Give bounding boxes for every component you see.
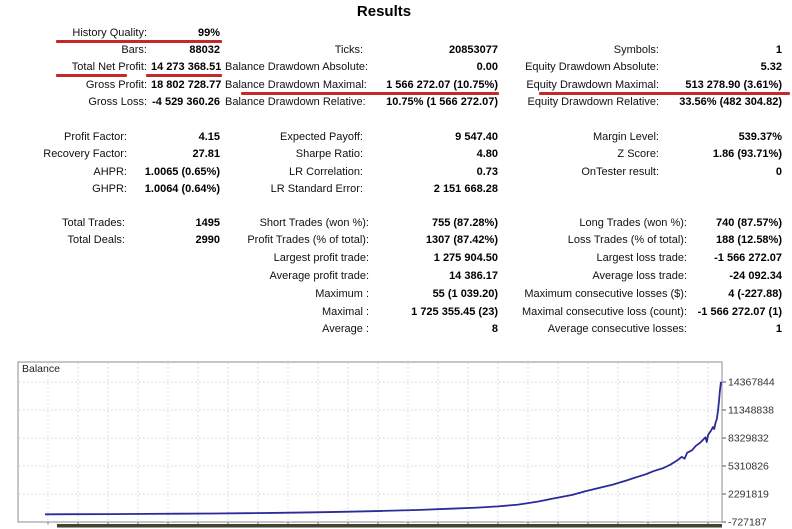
stat-value: -1 566 272.07 (1) <box>697 305 782 318</box>
stat-value: 18 802 728.77 <box>151 78 222 91</box>
stat-value: 14 273 368.51 <box>151 61 222 74</box>
stat-label: Symbols: <box>613 44 659 57</box>
stat-label: Average loss trade: <box>592 269 687 282</box>
stat-value: 188 (12.58%) <box>715 234 782 247</box>
y-axis-label: 11348838 <box>728 405 774 417</box>
stat-value: 33.56% (482 304.82) <box>679 95 782 108</box>
stat-label: Sharpe Ratio: <box>295 148 363 161</box>
stat-label: Equity Drawdown Relative: <box>527 95 659 108</box>
stat-value: 5.32 <box>760 61 782 74</box>
stat-label: GHPR: <box>92 182 127 195</box>
stat-label: Balance Drawdown Maximal: <box>225 78 367 91</box>
stat-value: 2 151 668.28 <box>433 182 498 195</box>
stat-label: Average : <box>322 323 369 336</box>
chart-border <box>17 361 723 523</box>
stat-value: 0.00 <box>476 61 498 74</box>
stat-value: 513 278.90 (3.61%) <box>685 78 782 91</box>
stat-value: 1 <box>775 44 782 57</box>
bottom-strip <box>57 524 722 528</box>
balance-curve <box>44 381 722 516</box>
y-axis-label: -727187 <box>728 517 767 529</box>
highlight-underline <box>56 40 222 43</box>
stat-value: 1307 (87.42%) <box>425 234 498 247</box>
stat-label: Loss Trades (% of total): <box>567 234 687 247</box>
stat-label: Margin Level: <box>592 131 659 144</box>
stat-label: Z Score: <box>617 148 659 161</box>
stat-label: Equity Drawdown Maximal: <box>526 78 659 91</box>
stat-value: 1 <box>775 323 782 336</box>
stat-label: History Quality: <box>72 27 147 39</box>
stat-value: 4.15 <box>198 131 220 144</box>
stat-value: 1 566 272.07 (10.75%) <box>386 78 498 91</box>
stat-value: -1 566 272.07 <box>714 252 782 265</box>
stat-value: 1495 <box>195 216 220 229</box>
stat-label: Bars: <box>121 44 147 57</box>
stat-label: Equity Drawdown Absolute: <box>525 61 659 74</box>
stat-label: Balance Drawdown Absolute: <box>225 61 369 74</box>
highlight-underline <box>56 74 127 78</box>
stat-value: 27.81 <box>192 148 220 161</box>
stat-value: 99% <box>197 27 220 39</box>
stat-value: 4 (-227.88) <box>728 287 782 300</box>
stat-label: Total Deals: <box>67 234 125 247</box>
stat-value: 9 547.40 <box>455 131 498 144</box>
stat-value: 1 275 904.50 <box>433 252 498 265</box>
stat-label: Gross Profit: <box>85 78 147 91</box>
stat-value: 8 <box>491 323 498 336</box>
chart-series-label: Balance <box>22 363 60 375</box>
stat-value: 4.80 <box>476 148 498 161</box>
stat-label: Total Net Profit: <box>71 61 147 74</box>
stat-label: LR Correlation: <box>289 165 363 178</box>
stat-value: 14 386.17 <box>449 269 498 282</box>
stat-value: -24 092.34 <box>729 269 782 282</box>
stat-value: 1.86 (93.71%) <box>712 148 782 161</box>
stat-value: 20853077 <box>449 44 498 57</box>
stat-value: 0.73 <box>476 165 498 178</box>
stat-value: 2990 <box>195 234 220 247</box>
stat-label: Expected Payoff: <box>280 131 363 144</box>
page-title: Results <box>356 3 412 20</box>
stat-label: Balance Drawdown Relative: <box>225 95 366 108</box>
stat-value: 1.0065 (0.65%) <box>144 165 220 178</box>
stat-label: Maximal consecutive loss (count): <box>521 305 687 318</box>
stats-table: History Quality: 99% Bars: 88032 Total Net P… <box>43 27 790 336</box>
stat-label: Short Trades (won %): <box>259 216 369 229</box>
stat-label: Ticks: <box>334 44 363 57</box>
stat-label: LR Standard Error: <box>270 182 363 195</box>
stat-label: Gross Loss: <box>88 95 147 108</box>
stat-label: Maximal : <box>321 305 369 318</box>
highlight-underline <box>241 91 499 95</box>
stat-value: 1 725 355.45 (23) <box>411 305 498 318</box>
stat-label: OnTester result: <box>581 165 659 178</box>
stat-value: 55 (1 039.20) <box>432 287 498 300</box>
stat-value: 755 (87.28%) <box>431 216 498 229</box>
stat-value: 539.37% <box>738 131 782 144</box>
stat-label: Largest loss trade: <box>596 252 688 265</box>
stat-label: Maximum : <box>315 287 369 300</box>
stat-label: Maximum consecutive losses ($): <box>524 287 687 300</box>
balance-chart: 14367844 11348838 8329832 5310826 2291819 -72… <box>17 361 775 529</box>
y-axis-label: 14367844 <box>728 377 775 389</box>
stat-label: Recovery Factor: <box>43 148 127 161</box>
stat-value: 1.0064 (0.64%) <box>144 182 220 195</box>
stat-value: 740 (87.57%) <box>715 216 782 229</box>
highlight-underline <box>539 91 790 95</box>
stat-label: Average profit trade: <box>269 269 369 282</box>
stat-value: 0 <box>775 165 782 178</box>
highlight-underline <box>146 74 222 78</box>
stat-label: Profit Trades (% of total): <box>247 234 369 247</box>
stat-value: 88032 <box>189 44 220 57</box>
stat-label: Largest profit trade: <box>273 252 369 265</box>
stat-value: -4 529 360.26 <box>152 95 220 108</box>
y-axis-label: 2291819 <box>728 489 769 501</box>
stat-label: Average consecutive losses: <box>547 323 687 336</box>
stat-label: Profit Factor: <box>64 131 127 144</box>
stat-value: 10.75% (1 566 272.07) <box>386 95 498 108</box>
y-axis-label: 5310826 <box>728 461 769 473</box>
y-axis-label: 8329832 <box>728 433 769 445</box>
stat-label: Long Trades (won %): <box>579 216 687 229</box>
stat-label: Total Trades: <box>62 216 125 229</box>
stat-label: AHPR: <box>93 165 127 178</box>
